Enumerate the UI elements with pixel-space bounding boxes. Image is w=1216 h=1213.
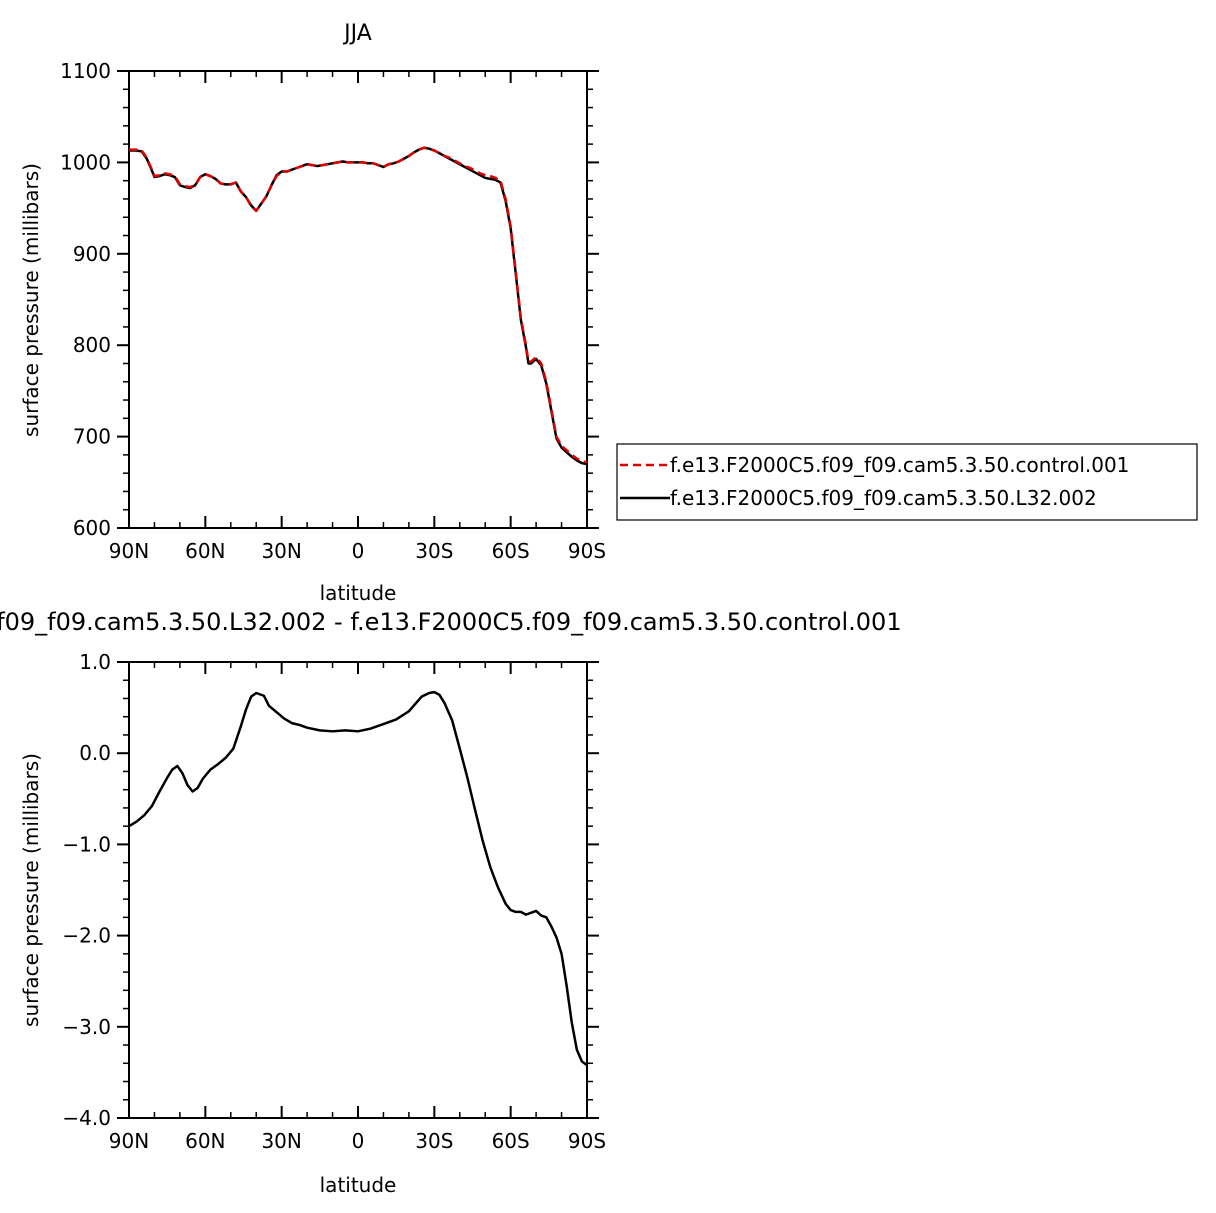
series-line-0-1 (129, 146, 588, 466)
x-tick-label: 30N (261, 1129, 301, 1153)
top-panel: JJA 90N 60N 30N 0 30S 60S 90S 600 700 800 900 1000 1… (19, 21, 1198, 605)
legend-box (616, 443, 1198, 521)
top-chart-title: JJA (342, 21, 372, 46)
bottom-y-axis-label: surface pressure (millibars) (19, 753, 43, 1027)
y-tick-label: −2.0 (62, 924, 111, 948)
x-tick-label: 60S (492, 1129, 530, 1153)
y-tick-label: −4.0 (62, 1106, 111, 1130)
y-tick-label: −1.0 (62, 832, 111, 856)
y-tick-label: 1.0 (79, 650, 111, 674)
y-tick-label: 600 (73, 516, 111, 540)
bottom-panel: f.e13.F2000C5.f09_f09.cam5.3.50.L32.002 … (0, 608, 902, 1197)
x-tick-label: 60S (492, 539, 530, 563)
bottom-chart-title: f.e13.F2000C5.f09_f09.cam5.3.50.L32.002 … (0, 608, 902, 636)
bottom-plot-area: 90N 60N 30N 0 30S 60S 90S −4.0 −3.0 −2.0 −1.0 0.0 1.… (62, 650, 606, 1153)
y-tick-label: 0.0 (79, 741, 111, 765)
series-line-0-0 (129, 146, 588, 464)
top-y-axis-label: surface pressure (millibars) (19, 163, 43, 437)
x-tick-label: 60N (185, 539, 225, 563)
x-tick-label: 30S (415, 539, 453, 563)
y-tick-label: 800 (73, 333, 111, 357)
x-tick-label: 90N (109, 539, 149, 563)
series-line-1-0 (128, 690, 588, 1067)
y-tick-label: −3.0 (62, 1015, 111, 1039)
y-tick-label: 900 (73, 242, 111, 266)
legend: f.e13.F2000C5.f09_f09.cam5.3.50.control.… (616, 443, 1198, 521)
legend-label-l32: f.e13.F2000C5.f09_f09.cam5.3.50.L32.002 (670, 486, 1097, 510)
y-tick-label: 700 (73, 425, 111, 449)
x-tick-label: 30N (261, 539, 301, 563)
x-tick-label: 90S (568, 1129, 606, 1153)
x-tick-label: 90S (568, 539, 606, 563)
y-tick-label: 1000 (60, 150, 111, 174)
y-tick-label: 1100 (60, 59, 111, 83)
x-tick-label: 0 (352, 1129, 365, 1153)
top-x-axis-label: latitude (320, 581, 397, 605)
x-tick-label: 90N (109, 1129, 149, 1153)
x-tick-label: 60N (185, 1129, 225, 1153)
legend-label-control: f.e13.F2000C5.f09_f09.cam5.3.50.control.… (670, 453, 1129, 477)
bottom-x-axis-label: latitude (320, 1173, 397, 1197)
x-tick-label: 0 (352, 539, 365, 563)
top-plot-area: 90N 60N 30N 0 30S 60S 90S 600 700 800 900 1000 1100 (60, 59, 606, 563)
x-tick-label: 30S (415, 1129, 453, 1153)
